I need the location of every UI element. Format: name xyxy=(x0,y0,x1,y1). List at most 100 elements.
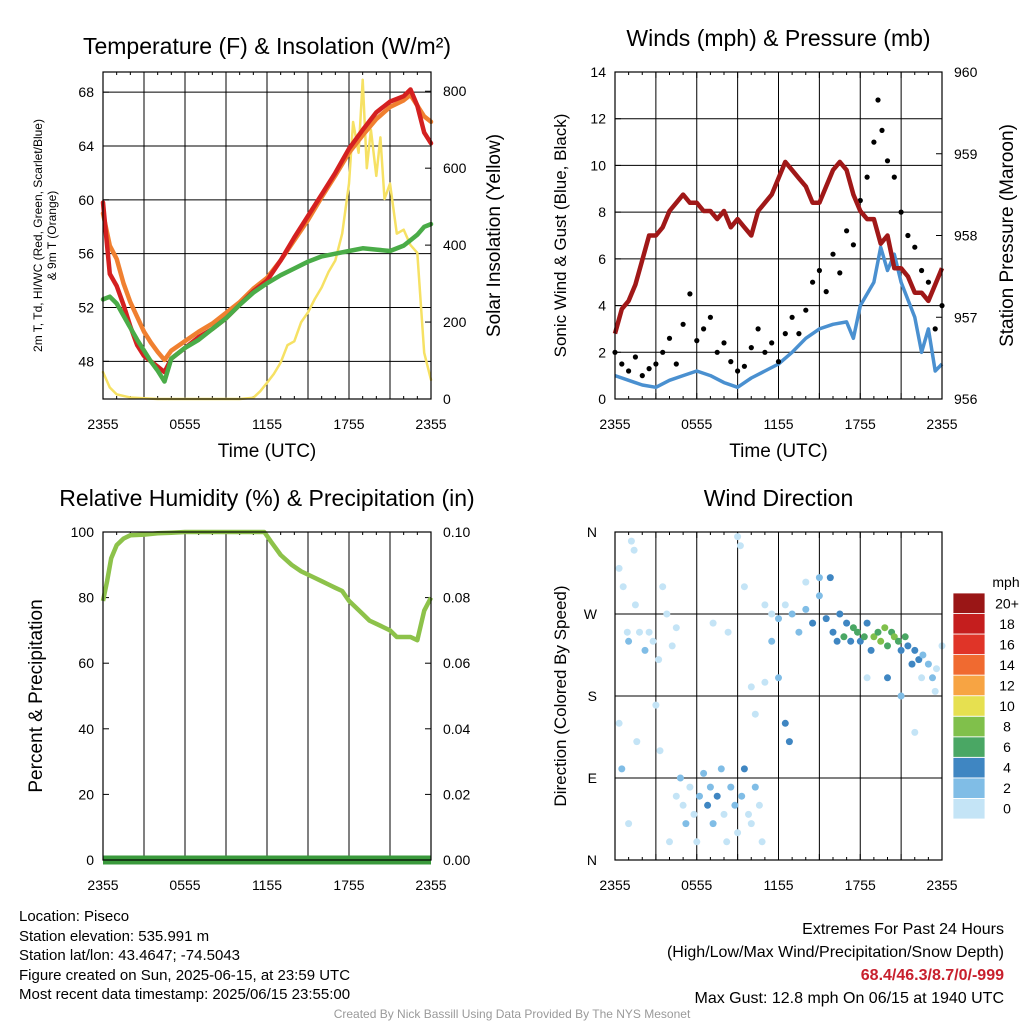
x-tick-label: 0555 xyxy=(169,877,200,893)
direction-point xyxy=(881,624,889,632)
y-axis-tick-label: 14 xyxy=(590,64,606,80)
direction-point xyxy=(802,578,810,586)
panel-wind-direction: 2355 0555 1155 1755 2355 Wind Direction N E S W N D… xyxy=(551,485,958,893)
x-tick-label: 0555 xyxy=(681,877,712,893)
direction-point xyxy=(918,674,926,682)
y-axis-tick-label: 68 xyxy=(78,84,94,100)
direction-point xyxy=(700,769,708,777)
gust-point xyxy=(680,321,686,327)
gust-point xyxy=(714,349,720,355)
colorbar-label: 8 xyxy=(1003,719,1011,735)
direction-point xyxy=(863,674,871,682)
panel-winds: 2355 0555 1155 1755 2355 Winds (mph) & Pressu… xyxy=(551,25,1018,462)
direction-point xyxy=(870,633,878,641)
y2-axis-tick-label: 956 xyxy=(954,391,978,407)
y2-axis-tick-label: 959 xyxy=(954,146,978,162)
y2-axis-tick-label: 0 xyxy=(443,391,451,407)
gust-point xyxy=(707,314,714,320)
direction-point xyxy=(745,810,752,818)
gust-point xyxy=(619,361,625,367)
direction-point xyxy=(709,820,717,828)
gust-point xyxy=(810,279,816,285)
x-tick-label: 1155 xyxy=(252,877,282,893)
max-gust-line: Max Gust: 12.8 mph On 06/15 at 1940 UTC xyxy=(694,990,1005,1007)
direction-point xyxy=(704,801,712,809)
colorbar-swatch xyxy=(952,777,986,799)
gust-point xyxy=(775,359,782,365)
direction-point xyxy=(656,747,664,755)
gust-point xyxy=(816,267,823,274)
gust-point xyxy=(741,363,748,369)
direction-point xyxy=(751,783,759,791)
direction-point xyxy=(911,646,919,654)
direction-point xyxy=(615,564,623,572)
gust-point xyxy=(912,244,918,250)
plot-frame xyxy=(614,531,943,861)
gust-point xyxy=(782,331,788,337)
direction-point xyxy=(788,610,796,618)
gust-point xyxy=(701,326,707,332)
x-axis-label: Time (UTC) xyxy=(729,441,828,462)
x-tick-label: 0555 xyxy=(681,416,712,432)
direction-point xyxy=(911,728,919,736)
y-axis-label: Sonic Wind & Gust (Blue, Black) xyxy=(551,114,570,358)
extremes-title: Extremes For Past 24 Hours xyxy=(802,921,1004,938)
gust-point xyxy=(660,349,666,355)
direction-point xyxy=(625,820,633,828)
elevation-line: Station elevation: 535.991 m xyxy=(19,927,210,945)
x-tick-label: 2355 xyxy=(926,416,957,432)
gust-point xyxy=(932,326,938,332)
direction-point xyxy=(931,687,939,695)
gust-point xyxy=(891,174,897,180)
gust-point xyxy=(879,127,885,133)
credit-line: Created By Nick Bassill Using Data Provi… xyxy=(333,1007,691,1021)
direction-point xyxy=(860,633,868,641)
gust-point xyxy=(626,368,632,374)
direction-point xyxy=(751,710,759,718)
gust-point xyxy=(830,251,836,257)
gust-point xyxy=(646,366,652,372)
direction-point xyxy=(645,628,653,636)
direction-point xyxy=(929,674,936,682)
y-axis-label: Percent & Precipitation xyxy=(26,599,47,792)
x-tick-label: 2355 xyxy=(415,877,446,893)
direction-point xyxy=(686,783,694,791)
colorbar-label: 18 xyxy=(999,616,1015,632)
direction-point xyxy=(623,628,631,636)
y-axis-tick-label: 10 xyxy=(590,157,606,173)
colorbar-label: 10 xyxy=(999,698,1015,714)
y2-axis-tick-label: 800 xyxy=(443,83,467,99)
x-tick-label: 2355 xyxy=(87,877,118,893)
direction-point xyxy=(636,628,643,636)
direction-point xyxy=(723,838,731,846)
direction-point xyxy=(904,642,912,650)
direction-point xyxy=(659,583,667,591)
x-tick-label: 2355 xyxy=(415,416,446,432)
direction-point xyxy=(884,674,891,682)
y2-axis-tick-label: 0.10 xyxy=(443,524,470,540)
direction-point xyxy=(775,674,782,682)
station-info: Location: Piseco Station elevation: 535.… xyxy=(19,907,350,1005)
direction-point xyxy=(833,637,841,645)
x-tick-label: 1755 xyxy=(845,877,876,893)
direction-point xyxy=(919,651,927,659)
x-tick-label: 1155 xyxy=(763,416,793,432)
colorbar-swatch xyxy=(952,674,986,697)
direction-point xyxy=(696,792,703,800)
direction-point xyxy=(795,628,803,636)
x-tick-label: 1755 xyxy=(845,416,876,432)
y-axis-tick-label: 56 xyxy=(78,246,94,262)
direction-point xyxy=(734,533,742,541)
y-axis-tick-label: 4 xyxy=(598,298,606,314)
direction-point xyxy=(802,605,810,613)
direction-point xyxy=(693,838,701,846)
colorbar-swatch xyxy=(952,695,986,717)
gust-point xyxy=(850,242,857,248)
y2-axis-tick-label: 400 xyxy=(443,237,467,253)
series-line xyxy=(100,221,434,384)
direction-point xyxy=(768,637,776,645)
wind-speed-colorbar: mph 0 2 4 6 8 10 12 14 16 18 20+ xyxy=(952,574,1020,820)
direction-point xyxy=(847,637,855,645)
direction-point xyxy=(734,829,742,837)
